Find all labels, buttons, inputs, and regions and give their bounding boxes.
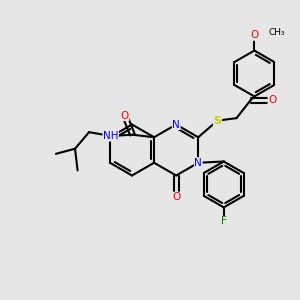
Text: N: N xyxy=(172,119,180,130)
Text: NH: NH xyxy=(103,131,118,141)
Text: CH₃: CH₃ xyxy=(268,28,285,37)
Text: S: S xyxy=(213,116,221,126)
Text: O: O xyxy=(121,111,129,121)
Text: O: O xyxy=(172,192,180,202)
Text: F: F xyxy=(221,216,227,226)
Text: O: O xyxy=(268,95,276,105)
Text: O: O xyxy=(250,30,259,40)
Text: N: N xyxy=(194,158,202,168)
